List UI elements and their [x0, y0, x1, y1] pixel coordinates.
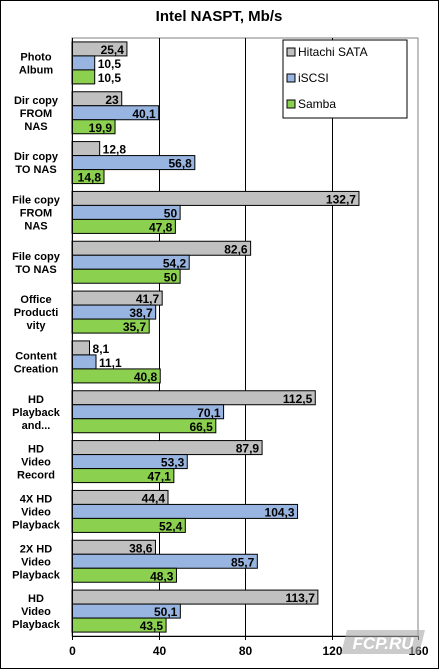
x-tick-label: 0: [69, 644, 76, 658]
value-label: 10,5: [98, 57, 122, 71]
value-label: 41,7: [136, 292, 160, 306]
bar-hitachi-sata-8: [71, 440, 263, 456]
category-label: Playback: [12, 407, 61, 419]
legend-swatch-iscsi: [286, 73, 296, 83]
value-label: 19,9: [89, 121, 113, 135]
category-label: Album: [19, 64, 53, 76]
value-label: 50: [164, 270, 178, 284]
bar-samba-0: [71, 69, 96, 85]
bar-iscsi-10: [71, 553, 258, 569]
category-label: Playback: [12, 519, 61, 531]
value-label: 85,7: [231, 555, 255, 569]
value-label: 87,9: [236, 442, 260, 456]
category-label: HD: [28, 394, 44, 406]
category-label: HD: [28, 593, 44, 605]
value-label: 40,8: [134, 370, 158, 384]
value-label: 66,5: [189, 420, 213, 434]
category-label: Producti: [14, 307, 59, 319]
category-label: vity: [27, 320, 47, 332]
legend-label-hitachi-sata: Hitachi SATA: [298, 45, 368, 59]
bar-hitachi-sata-3: [71, 190, 360, 206]
category-label: 2X HD: [20, 543, 52, 555]
category-label: NAS: [24, 121, 47, 133]
x-tick-label: 40: [153, 644, 167, 658]
category-label: HD: [28, 444, 44, 456]
value-label: 14,8: [78, 171, 102, 185]
value-label: 113,7: [286, 591, 316, 605]
value-label: 112,5: [283, 392, 313, 406]
category-label: File copy: [12, 251, 61, 263]
value-label: 8,1: [93, 342, 110, 356]
x-tick-label: 80: [239, 644, 253, 658]
legend-swatch-hitachi-sata: [286, 47, 296, 57]
category-label: 4X HD: [20, 493, 52, 505]
category-label: Video: [21, 606, 51, 618]
legend-box: [282, 39, 408, 119]
value-label: 44,4: [142, 491, 166, 505]
value-label: 38,6: [129, 541, 153, 555]
category-label: Dir copy: [14, 151, 59, 163]
category-label: Video: [21, 457, 51, 469]
value-label: 50: [164, 206, 178, 220]
value-label: 35,7: [123, 320, 147, 334]
category-label: Playback: [12, 569, 61, 581]
value-label: 104,3: [265, 505, 295, 519]
category-label: Video: [21, 556, 51, 568]
value-label: 53,3: [161, 456, 185, 470]
value-label: 12,8: [103, 143, 127, 157]
bar-hitachi-sata-11: [71, 589, 319, 605]
legend-label-samba: Samba: [298, 97, 336, 111]
category-label: and...: [22, 420, 51, 432]
category-label: NAS: [24, 220, 47, 232]
value-label: 43,5: [140, 619, 164, 633]
bar-hitachi-sata-6: [71, 340, 91, 356]
category-label: Creation: [14, 363, 59, 375]
value-label: 40,1: [132, 107, 156, 121]
value-label: 82,6: [224, 242, 248, 256]
category-label: Dir copy: [14, 95, 59, 107]
category-label: Record: [17, 470, 55, 482]
value-label: 50,1: [154, 605, 178, 619]
value-label: 48,3: [150, 569, 174, 583]
category-label: File copy: [12, 194, 61, 206]
category-label: FROM: [20, 207, 52, 219]
category-label: Photo: [20, 51, 51, 63]
category-label: Video: [21, 506, 51, 518]
bar-hitachi-sata-2: [71, 141, 101, 157]
legend-swatch-samba: [286, 99, 296, 109]
value-label: 56,8: [168, 157, 192, 171]
value-label: 25,4: [101, 43, 125, 57]
category-label: TO NAS: [15, 164, 56, 176]
value-label: 10,5: [98, 71, 122, 85]
category-label: Content: [15, 350, 57, 362]
category-label: Playback: [12, 619, 61, 631]
value-label: 23: [105, 93, 119, 107]
value-label: 38,7: [129, 306, 153, 320]
bar-iscsi-0: [71, 55, 96, 71]
value-label: 54,2: [163, 256, 187, 270]
chart-title: Intel NASPT, Mb/s: [156, 8, 283, 25]
watermark-text: FCP.RU: [352, 634, 414, 653]
bar-hitachi-sata-7: [71, 390, 316, 406]
legend-label-iscsi: iSCSI: [298, 71, 329, 85]
x-tick-label: 120: [322, 644, 342, 658]
value-label: 132,7: [326, 192, 356, 206]
watermark-logo: FCP.RU: [341, 626, 431, 663]
category-label: FROM: [20, 108, 52, 120]
category-label: Office: [20, 294, 51, 306]
value-label: 70,1: [197, 406, 221, 420]
bar-iscsi-6: [71, 354, 97, 370]
value-label: 47,8: [149, 220, 173, 234]
category-label: TO NAS: [15, 264, 56, 276]
value-label: 11,1: [99, 356, 122, 370]
value-label: 47,1: [147, 470, 171, 484]
value-label: 52,4: [159, 519, 183, 533]
